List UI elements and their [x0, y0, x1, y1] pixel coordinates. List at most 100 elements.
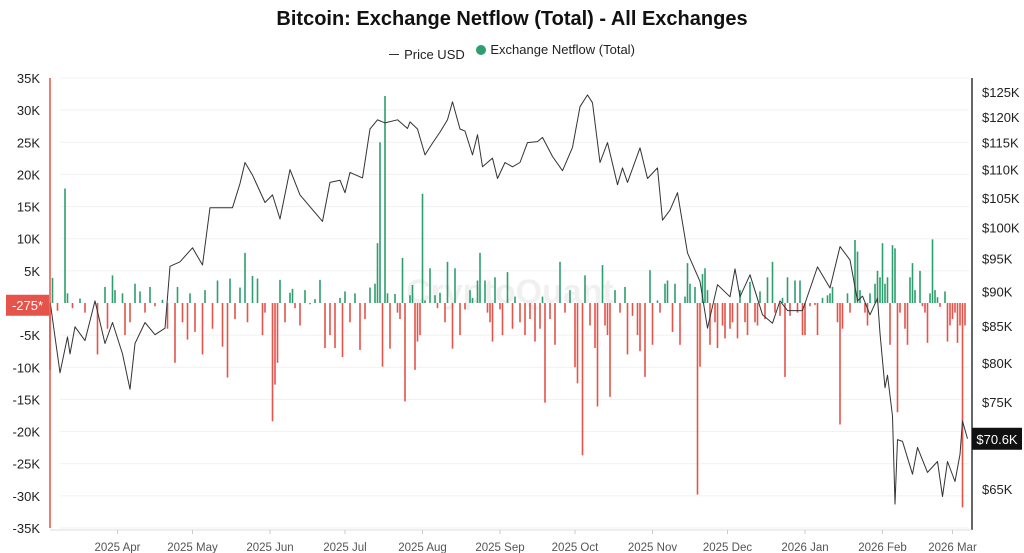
outflow-bar[interactable] [679, 303, 681, 345]
inflow-bar[interactable] [881, 243, 884, 303]
outflow-bar[interactable] [194, 303, 196, 332]
outflow-bar[interactable] [246, 303, 249, 323]
inflow-bar[interactable] [876, 270, 879, 303]
outflow-bar[interactable] [764, 303, 766, 320]
outflow-bar[interactable] [631, 303, 634, 316]
inflow-bar[interactable] [434, 295, 436, 303]
inflow-bar[interactable] [686, 263, 689, 303]
outflow-bar[interactable] [596, 303, 599, 407]
inflow-bar[interactable] [826, 295, 829, 303]
inflow-bar[interactable] [909, 277, 911, 303]
outflow-bar[interactable] [839, 303, 841, 425]
inflow-bar[interactable] [704, 268, 706, 303]
outflow-bar[interactable] [746, 303, 749, 336]
outflow-bar[interactable] [529, 303, 531, 320]
outflow-bar[interactable] [519, 303, 521, 323]
outflow-bar[interactable] [284, 303, 286, 323]
outflow-bar[interactable] [754, 303, 756, 323]
inflow-bar[interactable] [874, 283, 876, 303]
outflow-bar[interactable] [899, 303, 901, 313]
inflow-bar[interactable] [829, 293, 831, 303]
outflow-bar[interactable] [801, 303, 804, 336]
outflow-bar[interactable] [211, 303, 214, 329]
inflow-bar[interactable] [781, 297, 784, 303]
inflow-bar[interactable] [919, 270, 921, 303]
outflow-bar[interactable] [864, 303, 866, 313]
outflow-bar[interactable] [809, 303, 811, 307]
outflow-bar[interactable] [889, 303, 891, 345]
inflow-bar[interactable] [614, 290, 616, 303]
inflow-bar[interactable] [384, 96, 386, 303]
inflow-bar[interactable] [216, 280, 219, 304]
inflow-bar[interactable] [914, 290, 916, 303]
outflow-bar[interactable] [956, 303, 959, 343]
outflow-bar[interactable] [524, 303, 526, 336]
inflow-bar[interactable] [701, 274, 704, 303]
outflow-bar[interactable] [926, 303, 929, 343]
inflow-bar[interactable] [694, 286, 696, 303]
inflow-bar[interactable] [859, 290, 861, 303]
inflow-bar[interactable] [936, 297, 939, 303]
inflow-bar[interactable] [601, 265, 604, 303]
inflow-bar[interactable] [541, 296, 544, 303]
outflow-bar[interactable] [724, 303, 726, 339]
outflow-bar[interactable] [619, 303, 621, 313]
inflow-bar[interactable] [484, 280, 486, 304]
outflow-bar[interactable] [174, 303, 176, 363]
inflow-bar[interactable] [251, 276, 254, 303]
inflow-bar[interactable] [479, 252, 481, 303]
inflow-bar[interactable] [879, 277, 881, 303]
outflow-bar[interactable] [626, 303, 629, 355]
inflow-bar[interactable] [664, 283, 666, 303]
outflow-bar[interactable] [444, 303, 446, 323]
inflow-bar[interactable] [256, 278, 259, 303]
outflow-bar[interactable] [736, 303, 739, 339]
inflow-bar[interactable] [469, 290, 471, 303]
outflow-bar[interactable] [721, 303, 724, 326]
inflow-bar[interactable] [314, 299, 316, 303]
inflow-bar[interactable] [446, 261, 449, 303]
outflow-bar[interactable] [334, 303, 336, 348]
inflow-bar[interactable] [204, 290, 206, 303]
outflow-bar[interactable] [186, 303, 189, 340]
outflow-bar[interactable] [511, 303, 514, 329]
outflow-bar[interactable] [731, 303, 734, 323]
inflow-bar[interactable] [506, 272, 509, 303]
inflow-bar[interactable] [656, 300, 659, 303]
outflow-bar[interactable] [951, 303, 954, 320]
inflow-bar[interactable] [846, 293, 849, 303]
inflow-bar[interactable] [854, 240, 856, 303]
outflow-bar[interactable] [716, 303, 719, 348]
legend-item-netflow[interactable]: Exchange Netflow (Total) [476, 42, 635, 57]
outflow-bar[interactable] [226, 303, 229, 378]
inflow-bar[interactable] [114, 290, 116, 303]
inflow-bar[interactable] [666, 280, 669, 304]
outflow-bar[interactable] [129, 303, 131, 323]
outflow-bar[interactable] [404, 303, 406, 402]
outflow-bar[interactable] [389, 303, 391, 349]
inflow-bar[interactable] [369, 287, 371, 303]
outflow-bar[interactable] [459, 303, 461, 336]
outflow-bar[interactable] [594, 303, 596, 348]
inflow-bar[interactable] [624, 286, 626, 303]
outflow-bar[interactable] [414, 303, 416, 370]
outflow-bar[interactable] [106, 303, 109, 329]
inflow-bar[interactable] [476, 280, 479, 304]
outflow-bar[interactable] [539, 303, 541, 329]
outflow-bar[interactable] [779, 303, 781, 316]
inflow-bar[interactable] [886, 277, 889, 303]
inflow-bar[interactable] [279, 279, 281, 303]
outflow-bar[interactable] [554, 303, 556, 345]
inflow-bar[interactable] [149, 286, 151, 303]
inflow-bar[interactable] [104, 286, 106, 303]
legend-item-price[interactable]: Price USD [389, 47, 465, 62]
outflow-bar[interactable] [349, 303, 351, 323]
outflow-bar[interactable] [364, 303, 366, 320]
inflow-bar[interactable] [386, 293, 389, 303]
outflow-bar[interactable] [849, 303, 851, 313]
outflow-bar[interactable] [789, 303, 791, 316]
inflow-bar[interactable] [706, 290, 709, 303]
outflow-bar[interactable] [56, 303, 59, 311]
outflow-bar[interactable] [329, 303, 331, 336]
outflow-bar[interactable] [816, 303, 819, 336]
